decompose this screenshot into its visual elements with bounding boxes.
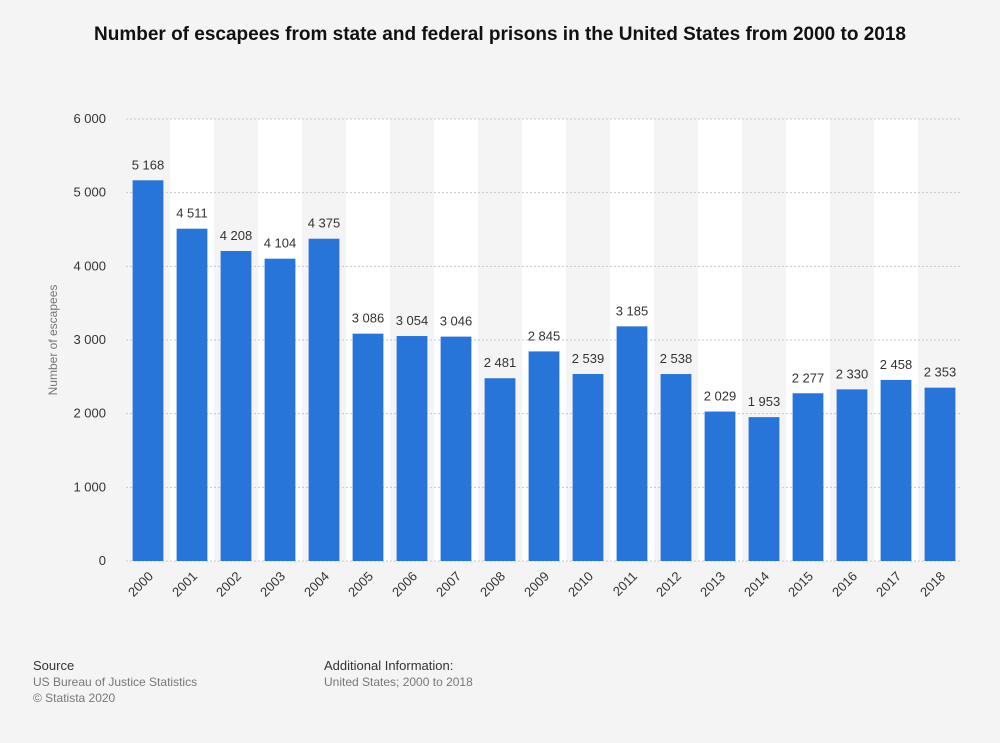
- bar-2005[interactable]: [352, 333, 384, 561]
- y-tick-label: 6 000: [73, 111, 106, 126]
- x-tick-label: 2010: [565, 569, 596, 600]
- x-tick-label: 2007: [433, 569, 464, 600]
- bar-chart: 5 168 4 511 4 208 4 104 4 375 3 086 3 054 3 046…: [46, 111, 962, 600]
- value-label: 4 208: [220, 228, 253, 243]
- info-heading: Additional Information:: [324, 658, 454, 673]
- bar-2009[interactable]: [528, 351, 560, 561]
- x-tick-label: 2002: [213, 569, 244, 600]
- bar-2000[interactable]: [132, 180, 164, 562]
- bar-2015[interactable]: [792, 393, 824, 561]
- x-tick-label: 2018: [917, 569, 948, 600]
- bar-2007[interactable]: [440, 336, 472, 561]
- bar-2003[interactable]: [264, 258, 296, 561]
- y-axis-ticks: 0 1 000 2 000 3 000 4 000 5 000 6 000: [73, 111, 106, 568]
- value-label: 3 086: [352, 311, 385, 326]
- value-label: 2 353: [924, 365, 957, 380]
- value-label: 3 046: [440, 314, 473, 329]
- x-axis-ticks: 2000 2001 2002 2003 2004 2005 2006 2007 2008 2009…: [125, 569, 948, 600]
- bars: [132, 180, 956, 562]
- bar-2004[interactable]: [308, 238, 340, 562]
- x-tick-label: 2009: [521, 569, 552, 600]
- info-text: United States; 2000 to 2018: [324, 675, 473, 689]
- value-label: 4 511: [176, 206, 208, 221]
- x-tick-label: 2014: [741, 569, 772, 600]
- bar-2001[interactable]: [176, 228, 208, 561]
- bar-2012[interactable]: [660, 374, 692, 561]
- y-tick-label: 5 000: [73, 185, 106, 200]
- bar-2016[interactable]: [836, 389, 868, 561]
- bar-2017[interactable]: [880, 379, 912, 561]
- bar-2014[interactable]: [748, 417, 780, 561]
- value-label: 4 104: [264, 236, 297, 251]
- bar-2010[interactable]: [572, 373, 604, 561]
- y-tick-label: 3 000: [73, 332, 106, 347]
- x-tick-label: 2013: [697, 569, 728, 600]
- x-tick-label: 2000: [125, 569, 156, 600]
- x-tick-label: 2011: [610, 569, 640, 599]
- value-label: 4 375: [308, 216, 341, 231]
- value-label: 1 953: [748, 394, 781, 409]
- value-label: 2 458: [880, 357, 913, 372]
- value-label: 2 277: [792, 370, 825, 385]
- x-tick-label: 2017: [873, 569, 904, 600]
- y-tick-label: 4 000: [73, 258, 106, 273]
- y-tick-label: 0: [99, 553, 106, 568]
- x-tick-label: 2016: [829, 569, 860, 600]
- bar-2002[interactable]: [220, 251, 252, 561]
- source-text[interactable]: US Bureau of Justice Statistics: [33, 675, 198, 689]
- value-label: 3 185: [616, 303, 649, 318]
- value-label: 2 481: [484, 355, 517, 370]
- x-tick-label: 2012: [653, 569, 684, 600]
- source-block: Source US Bureau of Justice Statistics ©…: [33, 658, 197, 706]
- bar-2013[interactable]: [704, 411, 736, 561]
- bar-2008[interactable]: [484, 378, 516, 561]
- copyright-text: © Statista 2020: [33, 691, 116, 705]
- x-tick-label: 2003: [257, 569, 288, 600]
- value-labels: 5 168 4 511 4 208 4 104 4 375 3 086 3 054 3 046…: [132, 157, 957, 409]
- x-tick-label: 2005: [345, 569, 376, 600]
- y-axis-label: Number of escapees: [46, 285, 60, 396]
- x-tick-label: 2008: [477, 569, 508, 600]
- value-label: 3 054: [396, 313, 429, 328]
- value-label: 5 168: [132, 157, 165, 172]
- value-label: 2 538: [660, 351, 693, 366]
- bar-2006[interactable]: [396, 336, 428, 561]
- value-label: 2 845: [528, 328, 561, 343]
- bar-2018[interactable]: [924, 387, 956, 561]
- chart-title: Number of escapees from state and federa…: [94, 24, 906, 45]
- value-label: 2 029: [704, 389, 737, 404]
- x-tick-label: 2001: [169, 569, 200, 600]
- additional-info-block: Additional Information: United States; 2…: [324, 658, 473, 690]
- x-tick-label: 2015: [785, 569, 816, 600]
- value-label: 2 539: [572, 351, 605, 366]
- source-heading: Source: [33, 658, 75, 673]
- y-tick-label: 2 000: [73, 406, 106, 421]
- value-label: 2 330: [836, 366, 869, 381]
- bar-2011[interactable]: [616, 326, 648, 561]
- x-tick-label: 2004: [301, 569, 332, 600]
- y-tick-label: 1 000: [73, 479, 106, 494]
- x-tick-label: 2006: [389, 569, 420, 600]
